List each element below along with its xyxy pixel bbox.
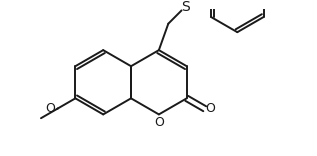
Text: O: O (206, 102, 216, 115)
Text: O: O (154, 116, 164, 129)
Text: O: O (46, 102, 55, 115)
Text: S: S (181, 0, 190, 14)
